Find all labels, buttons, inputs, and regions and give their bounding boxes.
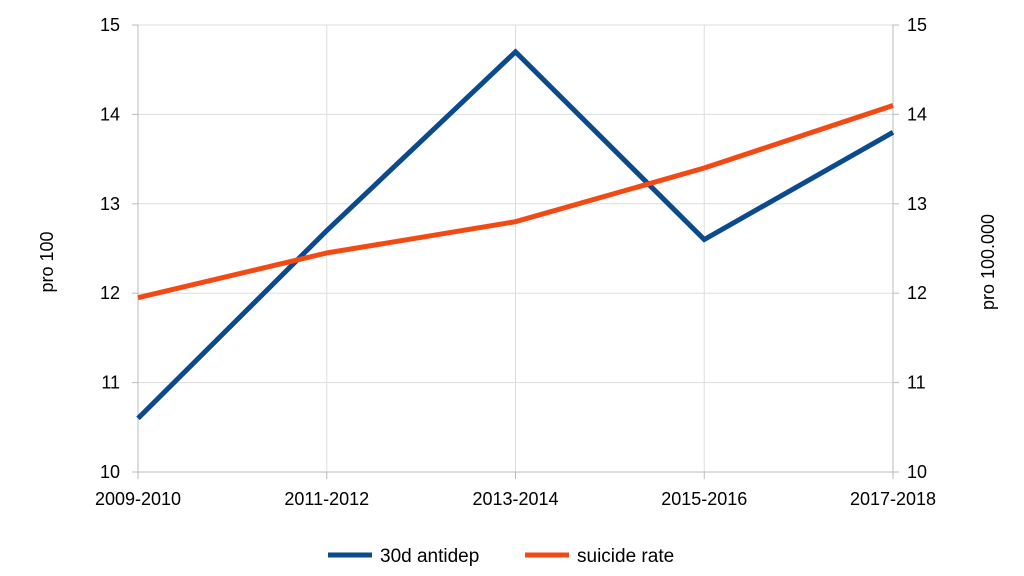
y-left-tick-label: 10 — [100, 462, 120, 482]
y-left-tick-label: 12 — [100, 283, 120, 303]
x-tick-label: 2015-2016 — [661, 489, 747, 509]
y-right-tick-label: 14 — [907, 104, 927, 124]
x-tick-label: 2017-2018 — [850, 489, 936, 509]
y-axis-left-label: pro 100 — [37, 231, 57, 292]
y-left-tick-label: 14 — [100, 104, 120, 124]
y-right-tick-label: 13 — [907, 194, 927, 214]
y-left-tick-label: 13 — [100, 194, 120, 214]
y-right-tick-label: 11 — [907, 373, 926, 393]
y-left-tick-label: 15 — [100, 15, 120, 35]
x-tick-label: 2009-2010 — [95, 489, 181, 509]
legend: 30d antidep suicide rate — [328, 546, 674, 567]
gridlines — [137, 24, 894, 472]
axes — [132, 24, 899, 479]
y-right-tick-labels: 10 11 12 13 14 15 — [907, 15, 927, 482]
x-tick-label: 2013-2014 — [472, 489, 558, 509]
series-line-30d-antidep — [136, 48, 895, 421]
y-right-tick-label: 10 — [907, 462, 927, 482]
legend-label-suicide-rate: suicide rate — [577, 546, 674, 567]
y-left-tick-label: 11 — [101, 373, 120, 393]
legend-label-30d-antidep: 30d antidep — [380, 546, 479, 567]
x-tick-labels: 2009-2010 2011-2012 2013-2014 2015-2016 2017… — [95, 489, 936, 509]
y-left-tick-labels: 10 11 12 13 14 15 — [100, 15, 120, 482]
y-right-tick-label: 12 — [907, 283, 927, 303]
series-lines — [136, 48, 895, 421]
y-right-tick-label: 15 — [907, 15, 927, 35]
y-axis-right-label: pro 100.000 — [978, 214, 998, 310]
series-line-suicide-rate — [137, 103, 894, 301]
x-tick-label: 2011-2012 — [284, 489, 369, 509]
